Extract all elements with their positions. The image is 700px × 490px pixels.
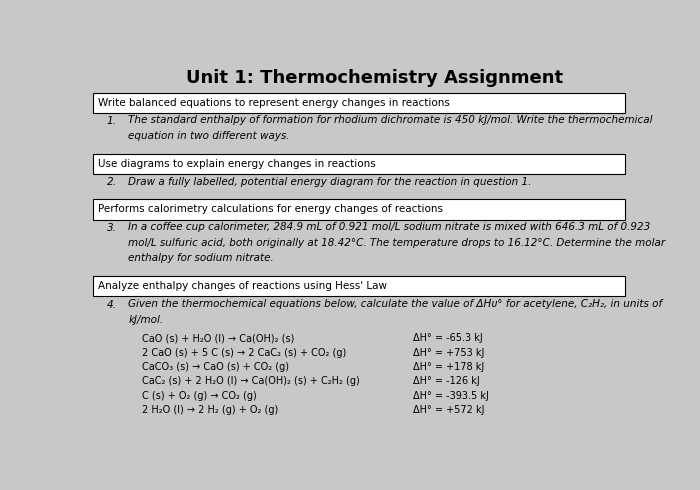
Text: 2 H₂O (l) → 2 H₂ (g) + O₂ (g): 2 H₂O (l) → 2 H₂ (g) + O₂ (g) [141, 405, 278, 415]
FancyBboxPatch shape [93, 93, 624, 113]
FancyBboxPatch shape [93, 276, 624, 296]
Text: 2 CaO (s) + 5 C (s) → 2 CaC₂ (s) + CO₂ (g): 2 CaO (s) + 5 C (s) → 2 CaC₂ (s) + CO₂ (… [141, 348, 346, 358]
Text: equation in two different ways.: equation in two different ways. [128, 131, 290, 141]
Text: Draw a fully labelled, potential energy diagram for the reaction in question 1.: Draw a fully labelled, potential energy … [128, 176, 531, 187]
FancyBboxPatch shape [93, 199, 624, 220]
Text: ΔH° = +572 kJ: ΔH° = +572 kJ [413, 405, 484, 415]
Text: CaC₂ (s) + 2 H₂O (l) → Ca(OH)₂ (s) + C₂H₂ (g): CaC₂ (s) + 2 H₂O (l) → Ca(OH)₂ (s) + C₂H… [141, 376, 360, 387]
Text: The standard enthalpy of formation for rhodium dichromate is 450 kJ/mol. Write t: The standard enthalpy of formation for r… [128, 116, 652, 125]
Text: CaCO₃ (s) → CaO (s) + CO₂ (g): CaCO₃ (s) → CaO (s) + CO₂ (g) [141, 362, 288, 372]
Text: C (s) + O₂ (g) → CO₂ (g): C (s) + O₂ (g) → CO₂ (g) [141, 391, 256, 401]
Text: In a coffee cup calorimeter, 284.9 mL of 0.921 mol/L sodium nitrate is mixed wit: In a coffee cup calorimeter, 284.9 mL of… [128, 222, 650, 232]
Text: ΔH° = +178 kJ: ΔH° = +178 kJ [413, 362, 484, 372]
Text: Unit 1: Thermochemistry Assignment: Unit 1: Thermochemistry Assignment [186, 70, 564, 87]
Text: mol/L sulfuric acid, both originally at 18.42°C. The temperature drops to 16.12°: mol/L sulfuric acid, both originally at … [128, 238, 665, 247]
Text: Performs calorimetry calculations for energy changes of reactions: Performs calorimetry calculations for en… [98, 204, 443, 214]
Text: 4.: 4. [106, 299, 116, 310]
Text: kJ/mol.: kJ/mol. [128, 315, 163, 324]
Text: ΔH° = -126 kJ: ΔH° = -126 kJ [413, 376, 480, 387]
Text: CaO (s) + H₂O (l) → Ca(OH)₂ (s): CaO (s) + H₂O (l) → Ca(OH)₂ (s) [141, 334, 294, 343]
Text: Write balanced equations to represent energy changes in reactions: Write balanced equations to represent en… [98, 98, 450, 108]
Text: enthalpy for sodium nitrate.: enthalpy for sodium nitrate. [128, 253, 274, 264]
Text: 1.: 1. [106, 116, 116, 126]
Text: ΔH° = -65.3 kJ: ΔH° = -65.3 kJ [413, 334, 483, 343]
Text: ΔH° = -393.5 kJ: ΔH° = -393.5 kJ [413, 391, 489, 401]
FancyBboxPatch shape [93, 154, 624, 174]
Text: Analyze enthalpy changes of reactions using Hess' Law: Analyze enthalpy changes of reactions us… [98, 281, 387, 292]
Text: ΔH° = +753 kJ: ΔH° = +753 kJ [413, 348, 484, 358]
Text: 2.: 2. [106, 177, 116, 187]
Text: Given the thermochemical equations below, calculate the value of ΔHᴜ° for acetyl: Given the thermochemical equations below… [128, 299, 662, 309]
Text: 3.: 3. [106, 222, 116, 233]
Text: Use diagrams to explain energy changes in reactions: Use diagrams to explain energy changes i… [98, 159, 376, 169]
